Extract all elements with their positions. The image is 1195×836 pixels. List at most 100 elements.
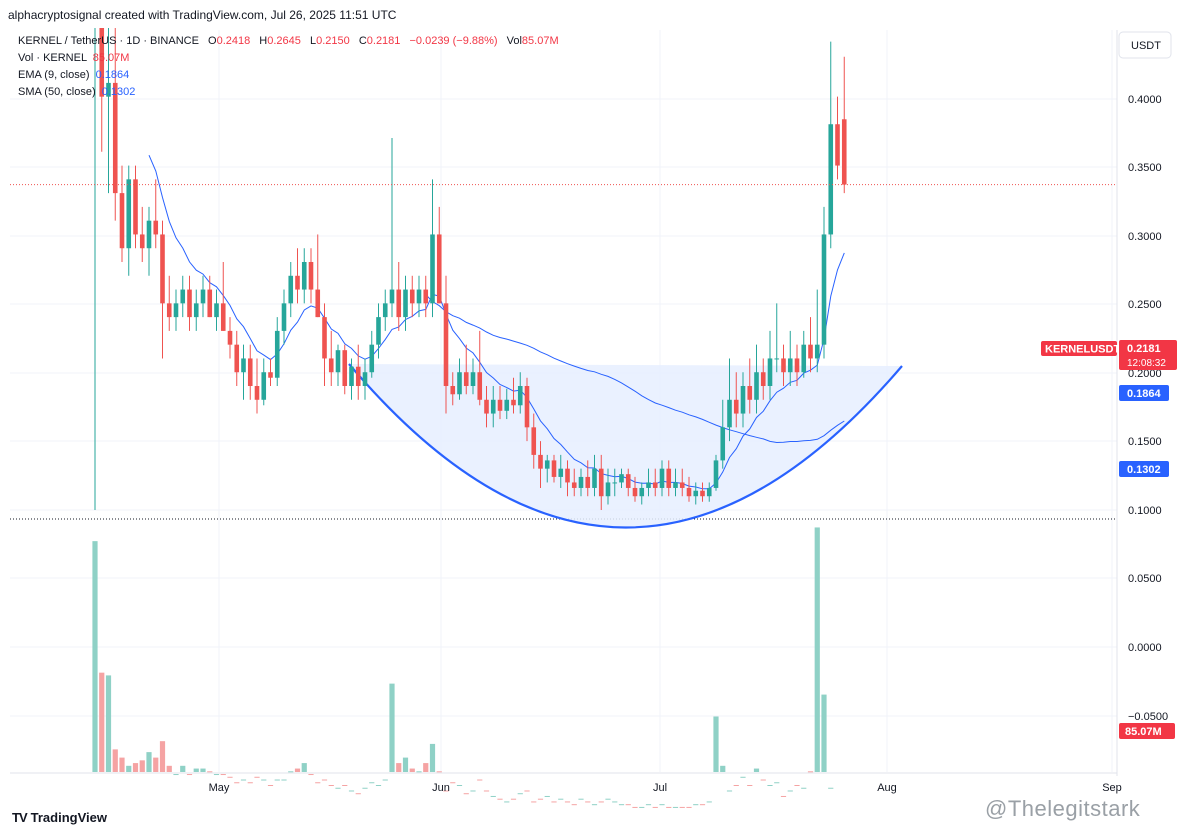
candle[interactable] bbox=[416, 275, 422, 318]
candle[interactable] bbox=[760, 358, 766, 400]
candle[interactable] bbox=[342, 344, 348, 395]
last-price-badge[interactable]: 0.2181 12:08:32 bbox=[1119, 340, 1177, 370]
candle[interactable] bbox=[423, 275, 429, 318]
candle[interactable] bbox=[436, 206, 442, 304]
cup-pattern-arc[interactable] bbox=[348, 363, 903, 529]
candle[interactable] bbox=[814, 289, 820, 373]
candle[interactable] bbox=[497, 386, 503, 420]
candle[interactable] bbox=[747, 358, 753, 414]
candle[interactable] bbox=[673, 468, 678, 497]
candle[interactable] bbox=[281, 289, 287, 345]
candle[interactable] bbox=[153, 179, 159, 249]
candle[interactable] bbox=[160, 220, 165, 359]
candle[interactable] bbox=[598, 454, 604, 510]
currency-button[interactable]: USDT bbox=[1118, 31, 1172, 59]
candle[interactable] bbox=[146, 206, 152, 276]
candle[interactable] bbox=[443, 275, 449, 414]
candle[interactable] bbox=[288, 262, 294, 318]
candle[interactable] bbox=[99, 28, 105, 152]
candle[interactable] bbox=[295, 248, 300, 304]
candle[interactable] bbox=[166, 275, 172, 331]
legend-volume-row[interactable]: Vol · KERNEL 85.07M bbox=[18, 51, 129, 65]
candle[interactable] bbox=[605, 468, 611, 505]
candle[interactable] bbox=[355, 344, 361, 400]
sma-price-badge[interactable]: 0.1302 bbox=[1119, 461, 1169, 477]
candle[interactable] bbox=[396, 262, 402, 331]
candle[interactable] bbox=[578, 468, 584, 497]
candle[interactable] bbox=[646, 468, 651, 497]
candle[interactable] bbox=[517, 372, 523, 414]
candle[interactable] bbox=[274, 317, 280, 387]
candle[interactable] bbox=[781, 344, 786, 387]
candle[interactable] bbox=[477, 330, 483, 406]
candle[interactable] bbox=[619, 468, 624, 488]
candle[interactable] bbox=[679, 468, 685, 497]
candle[interactable] bbox=[551, 454, 557, 483]
candle[interactable] bbox=[625, 468, 631, 497]
candle[interactable] bbox=[700, 482, 705, 502]
candle[interactable] bbox=[558, 454, 564, 488]
candle[interactable] bbox=[571, 468, 577, 497]
candle[interactable] bbox=[504, 388, 510, 420]
candle[interactable] bbox=[659, 460, 665, 497]
candle[interactable] bbox=[835, 96, 840, 180]
candle[interactable] bbox=[247, 344, 253, 400]
candle[interactable] bbox=[774, 303, 780, 373]
candle[interactable] bbox=[787, 330, 793, 387]
candle[interactable] bbox=[173, 289, 179, 331]
candle[interactable] bbox=[639, 482, 645, 505]
candle[interactable] bbox=[139, 206, 145, 263]
candle[interactable] bbox=[754, 344, 759, 414]
candle[interactable] bbox=[592, 454, 597, 497]
candle[interactable] bbox=[450, 372, 456, 406]
candle[interactable] bbox=[652, 468, 658, 497]
ema-9-line[interactable] bbox=[148, 155, 845, 490]
candle[interactable] bbox=[112, 28, 118, 221]
legend-ema-row[interactable]: EMA (9, close) 0.1864 bbox=[18, 68, 129, 82]
candle[interactable] bbox=[544, 454, 550, 483]
candle[interactable] bbox=[565, 460, 570, 497]
candle[interactable] bbox=[538, 441, 543, 488]
candle[interactable] bbox=[119, 165, 125, 263]
candle[interactable] bbox=[733, 372, 739, 428]
legend-symbol[interactable]: KERNEL / TetherUS · 1D · BINANCE bbox=[18, 35, 199, 47]
candle[interactable] bbox=[828, 41, 834, 249]
candle[interactable] bbox=[720, 399, 726, 469]
candle[interactable] bbox=[322, 303, 327, 387]
candle[interactable] bbox=[409, 275, 415, 318]
candle[interactable] bbox=[261, 358, 267, 406]
candle[interactable] bbox=[693, 482, 699, 505]
candle[interactable] bbox=[740, 372, 746, 428]
candle[interactable] bbox=[524, 377, 530, 442]
ema-price-badge[interactable]: 0.1864 bbox=[1119, 385, 1169, 401]
candle[interactable] bbox=[106, 28, 111, 194]
candle[interactable] bbox=[511, 377, 516, 414]
candle[interactable] bbox=[335, 344, 341, 387]
candle[interactable] bbox=[241, 344, 246, 400]
candle[interactable] bbox=[376, 303, 381, 359]
candle[interactable] bbox=[808, 317, 813, 373]
candle[interactable] bbox=[133, 165, 138, 249]
candle[interactable] bbox=[193, 289, 199, 331]
candle[interactable] bbox=[93, 28, 98, 510]
price-chart[interactable]: 0.4000 0.3500 0.3000 0.2500 0.2000 0.1500 0.10… bbox=[0, 28, 1195, 810]
candle[interactable] bbox=[531, 413, 537, 469]
candle[interactable] bbox=[234, 330, 240, 387]
candle[interactable] bbox=[200, 275, 206, 318]
sma-50-line[interactable] bbox=[425, 294, 845, 444]
candle[interactable] bbox=[187, 275, 192, 331]
candle[interactable] bbox=[430, 179, 435, 318]
candle[interactable] bbox=[457, 358, 462, 400]
legend-sma-row[interactable]: SMA (50, close) 0.1302 bbox=[18, 85, 135, 99]
candle[interactable] bbox=[612, 468, 618, 497]
candle[interactable] bbox=[369, 330, 375, 378]
candle[interactable] bbox=[713, 454, 719, 491]
candle[interactable] bbox=[686, 476, 692, 502]
candle[interactable] bbox=[821, 206, 827, 359]
candle[interactable] bbox=[214, 289, 219, 331]
candle[interactable] bbox=[308, 248, 314, 304]
candle[interactable] bbox=[268, 358, 273, 387]
tradingview-logo[interactable]: TV TradingView bbox=[12, 810, 107, 825]
candle[interactable] bbox=[403, 275, 408, 331]
candle[interactable] bbox=[470, 358, 476, 395]
